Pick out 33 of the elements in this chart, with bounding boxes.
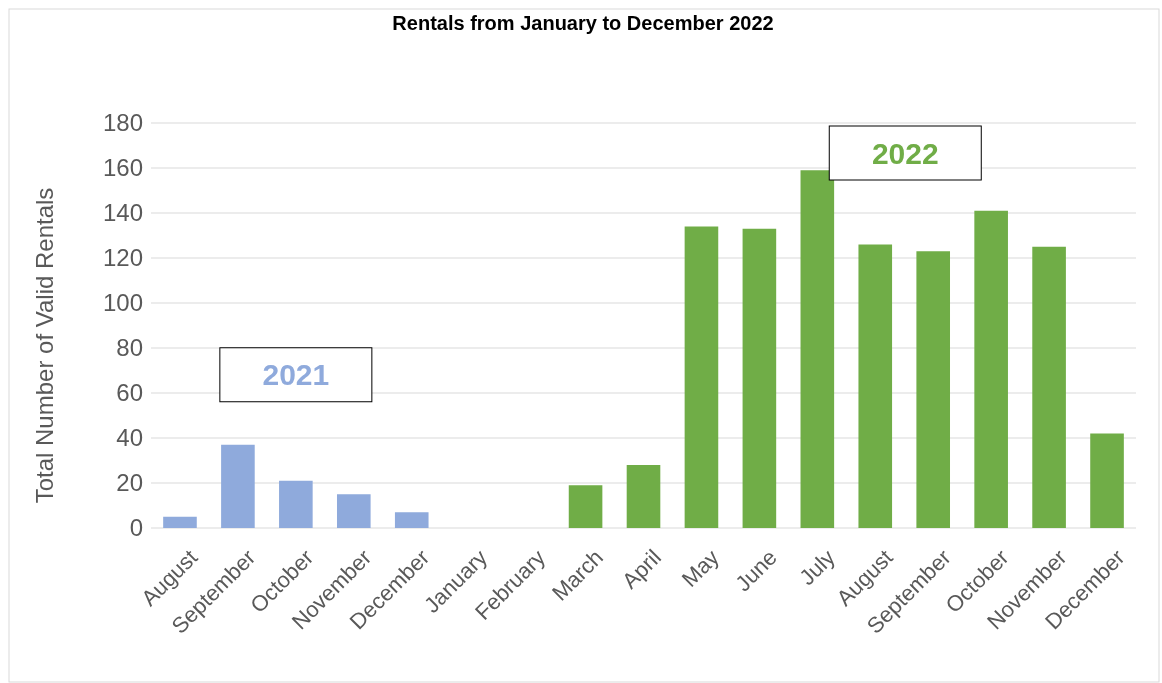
bar xyxy=(221,444,255,528)
bar xyxy=(916,251,951,528)
bar xyxy=(1032,246,1066,528)
bar xyxy=(279,480,313,528)
bar xyxy=(568,485,603,528)
y-tick-label: 140 xyxy=(102,199,143,227)
bar xyxy=(394,512,429,528)
x-tick-label: July xyxy=(794,544,840,591)
bar xyxy=(163,516,197,528)
y-tick-label: 40 xyxy=(116,424,143,452)
bar xyxy=(336,494,371,528)
chart-title: Rentals from January to December 2022 xyxy=(392,12,774,34)
y-tick-label: 80 xyxy=(116,334,143,362)
y-tick-label: 0 xyxy=(129,514,143,542)
y-tick-label: 20 xyxy=(116,469,143,497)
bar xyxy=(742,228,777,528)
series-label: 2022 xyxy=(871,136,939,170)
y-tick-label: 120 xyxy=(102,244,143,272)
bar xyxy=(626,465,661,528)
y-axis-title: Total Number of Valid Rentals xyxy=(31,187,58,504)
y-tick-label: 60 xyxy=(116,379,143,407)
bar xyxy=(800,170,835,528)
y-tick-label: 100 xyxy=(102,289,143,317)
y-tick-label: 180 xyxy=(102,109,143,137)
label-box: 2021 xyxy=(219,347,373,403)
series-label: 2021 xyxy=(262,358,330,392)
label-box: 2022 xyxy=(828,125,982,181)
y-tick-label: 160 xyxy=(102,154,143,182)
bar xyxy=(684,226,719,528)
x-tick-label: May xyxy=(676,544,724,592)
bar xyxy=(974,210,1008,528)
bar xyxy=(858,244,893,528)
bar xyxy=(1090,433,1124,528)
